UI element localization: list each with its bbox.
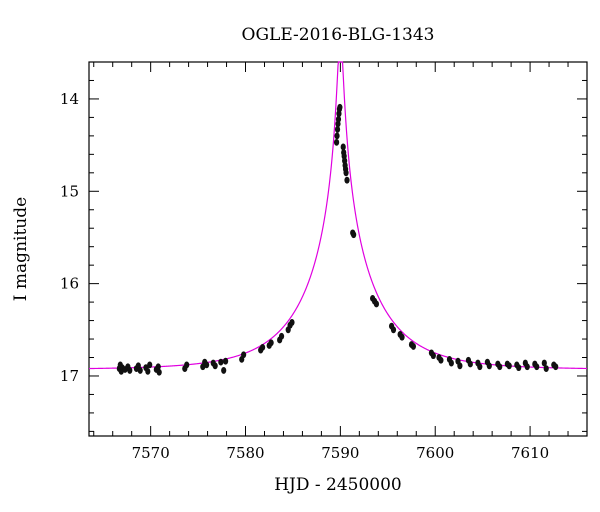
data-point xyxy=(289,319,295,326)
chart-title: OGLE-2016-BLG-1343 xyxy=(242,25,435,45)
data-point xyxy=(334,126,341,133)
data-point xyxy=(137,367,143,374)
data-point xyxy=(543,365,549,372)
y-tick-label: 15 xyxy=(60,182,79,200)
x-tick-label: 7580 xyxy=(226,444,264,462)
axis-tick-labels: 7570 7580 7590 7600 7610 14 15 16 17 xyxy=(60,90,549,462)
axis-ticks xyxy=(89,61,588,436)
data-point xyxy=(155,363,161,371)
data-point xyxy=(337,103,343,111)
plot-area: 7570 7580 7590 7600 7610 14 15 16 17 xyxy=(60,61,588,462)
data-point xyxy=(218,358,224,366)
data-point xyxy=(278,332,285,340)
data-point xyxy=(343,169,349,177)
data-point xyxy=(334,132,340,140)
data-point xyxy=(351,231,357,239)
data-point xyxy=(241,351,247,359)
data-point xyxy=(333,138,340,146)
data-point xyxy=(534,363,540,371)
y-tick-label: 16 xyxy=(60,275,79,293)
data-point xyxy=(486,362,492,370)
data-point xyxy=(221,367,227,374)
data-point xyxy=(399,333,405,341)
data-point xyxy=(268,339,274,347)
y-tick-label: 17 xyxy=(60,367,79,385)
data-point xyxy=(212,362,218,370)
model-curve xyxy=(88,61,588,370)
y-axis-label: I magnitude xyxy=(11,197,31,301)
data-point xyxy=(524,363,530,371)
data-point xyxy=(344,176,350,184)
data-point xyxy=(222,357,229,365)
x-axis-label: HJD - 2450000 xyxy=(274,475,402,495)
data-point xyxy=(477,363,483,371)
data-point xyxy=(340,143,346,151)
x-tick-label: 7610 xyxy=(511,444,549,462)
data-points xyxy=(116,103,559,376)
data-point xyxy=(184,361,190,369)
data-point xyxy=(497,363,503,371)
data-point xyxy=(553,363,559,371)
x-tick-label: 7590 xyxy=(321,444,359,462)
data-point xyxy=(430,352,436,360)
data-point xyxy=(516,364,522,372)
data-point xyxy=(373,300,380,308)
data-point xyxy=(448,359,454,367)
data-point xyxy=(204,361,210,369)
data-point xyxy=(156,368,162,376)
data-point xyxy=(335,115,342,123)
data-point xyxy=(541,359,547,367)
data-point xyxy=(127,367,133,374)
data-point xyxy=(457,362,463,370)
data-point xyxy=(410,343,417,350)
x-tick-label: 7600 xyxy=(416,444,454,462)
data-point xyxy=(467,360,473,368)
data-point xyxy=(438,356,444,364)
data-point xyxy=(259,343,266,351)
y-tick-label: 14 xyxy=(60,90,79,108)
data-point xyxy=(147,361,153,369)
x-tick-label: 7570 xyxy=(132,444,170,462)
data-point xyxy=(390,326,397,334)
data-point xyxy=(506,362,512,370)
data-point xyxy=(145,367,151,375)
